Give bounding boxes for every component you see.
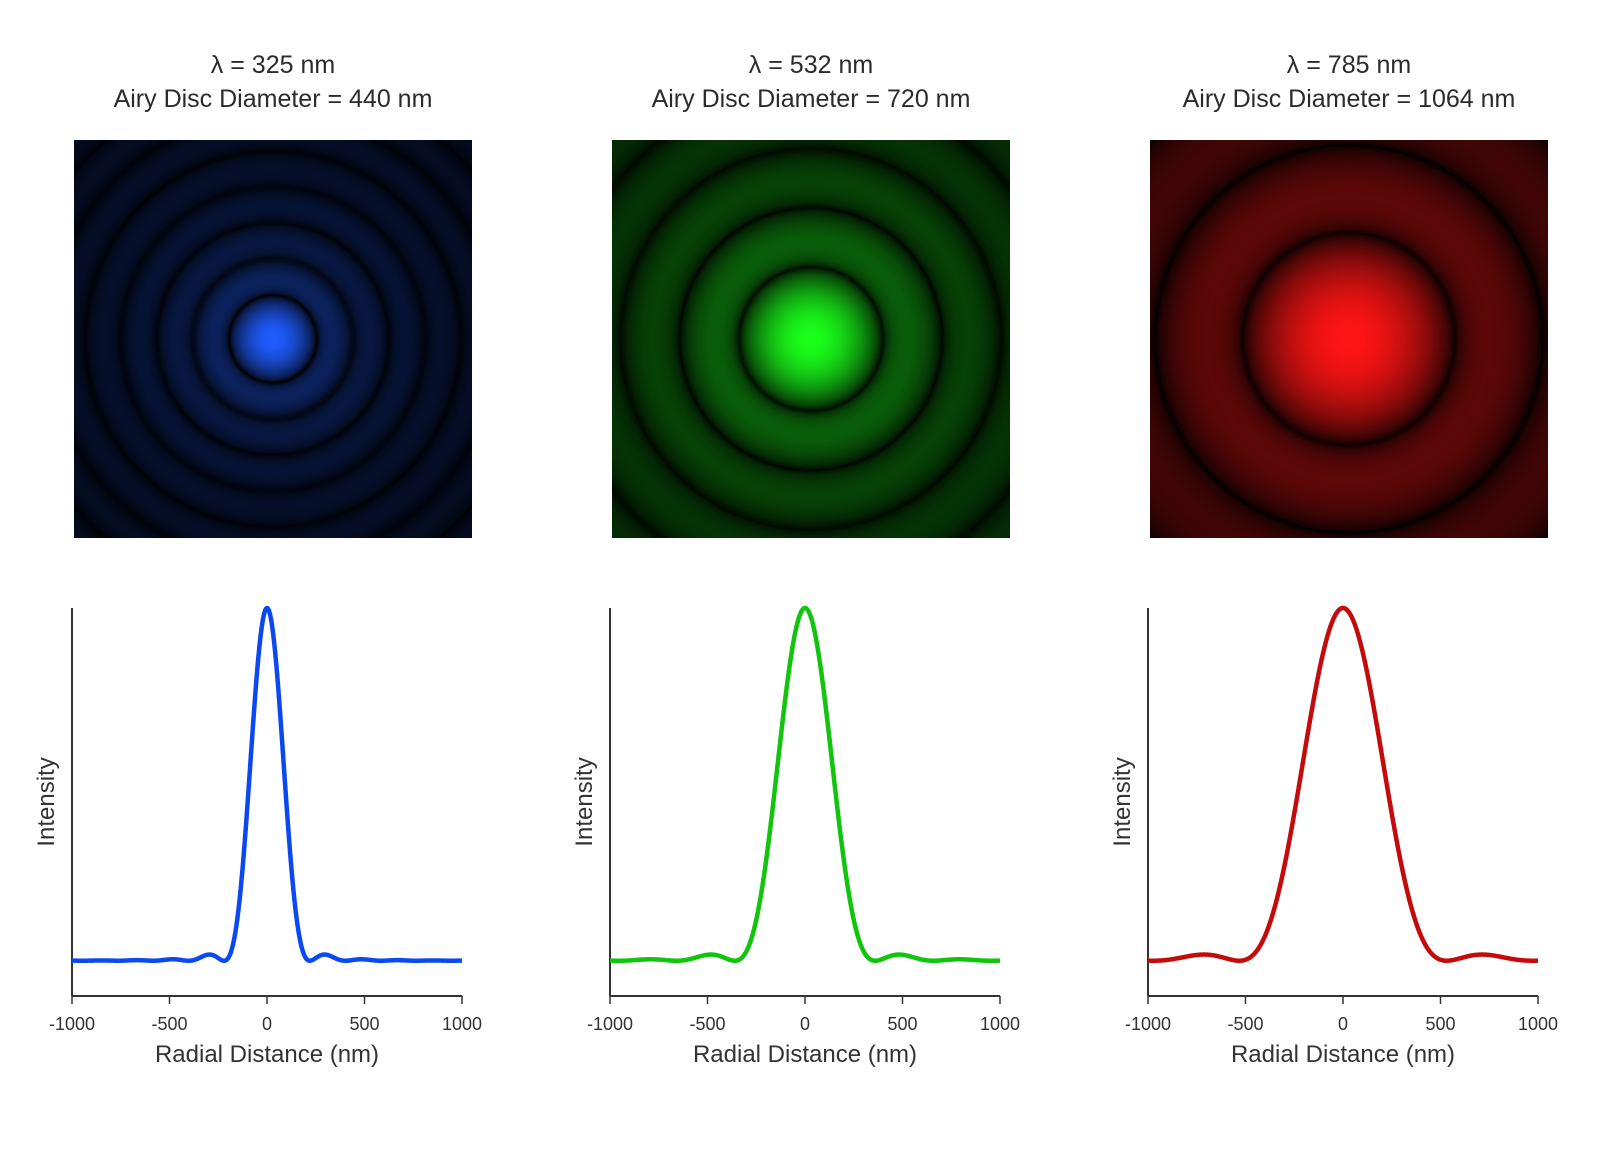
- panel-2-title: λ = 532 nm Airy Disc Diameter = 720 nm: [612, 48, 1010, 116]
- x-axis-label: Radial Distance (nm): [693, 1041, 917, 1068]
- panel-1-intensity-plot: -1000 -500 0 500 1000 Radial Distance (nm) Int…: [33, 605, 482, 1068]
- x-axis-label: Radial Distance (nm): [155, 1041, 379, 1068]
- panel-3-title: λ = 785 nm Airy Disc Diameter = 1064 nm: [1150, 48, 1548, 116]
- panel-3-intensity-plot: -1000 -500 0 500 1000 Radial Distance (nm) Int…: [1109, 605, 1558, 1068]
- x-tick-label: 500: [887, 1014, 917, 1034]
- x-tick-label: 0: [800, 1014, 810, 1034]
- x-tick-label: -1000: [49, 1014, 95, 1034]
- panel-2-intensity-plot: -1000 -500 0 500 1000 Radial Distance (nm) Int…: [571, 605, 1020, 1068]
- panel-3-airy-pattern-image: [1150, 140, 1548, 538]
- x-tick-label: 0: [1338, 1014, 1348, 1034]
- x-tick-label: 1000: [980, 1014, 1020, 1034]
- x-tick-label: 500: [1425, 1014, 1455, 1034]
- x-tick-label: -1000: [1125, 1014, 1171, 1034]
- x-tick-label: -500: [151, 1014, 187, 1034]
- y-axis-label: Intensity: [33, 757, 60, 846]
- y-axis-label: Intensity: [571, 757, 598, 846]
- x-tick-label: 1000: [442, 1014, 482, 1034]
- panel-1-wavelength: λ = 325 nm: [210, 51, 336, 79]
- x-axis-label: Radial Distance (nm): [1231, 1041, 1455, 1068]
- panel-3-diameter: Airy Disc Diameter = 1064 nm: [1182, 85, 1516, 113]
- panel-2-wavelength: λ = 532 nm: [748, 51, 874, 79]
- y-axis-label: Intensity: [1109, 757, 1136, 846]
- panel-1-title: λ = 325 nm Airy Disc Diameter = 440 nm: [74, 48, 472, 116]
- panel-3-wavelength: λ = 785 nm: [1286, 51, 1412, 79]
- x-tick-label: -500: [1227, 1014, 1263, 1034]
- x-tick-label: 0: [262, 1014, 272, 1034]
- x-tick-label: -500: [689, 1014, 725, 1034]
- x-tick-label: -1000: [587, 1014, 633, 1034]
- panel-2-airy-pattern-image: [612, 140, 1010, 538]
- intensity-line: [1146, 605, 1540, 963]
- intensity-line: [70, 605, 464, 963]
- panel-2-diameter: Airy Disc Diameter = 720 nm: [651, 85, 971, 113]
- panel-1-airy-pattern-image: [74, 140, 472, 538]
- x-tick-label: 500: [349, 1014, 379, 1034]
- x-tick-label: 1000: [1518, 1014, 1558, 1034]
- intensity-line: [608, 605, 1002, 963]
- panel-1-diameter: Airy Disc Diameter = 440 nm: [113, 85, 433, 113]
